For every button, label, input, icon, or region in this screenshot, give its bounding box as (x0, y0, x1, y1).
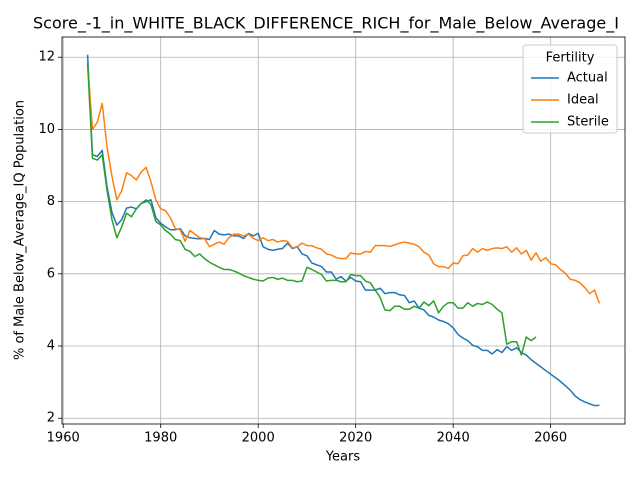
y-axis-label: % of Male Below_Average_IQ Population (13, 100, 28, 360)
y-tick-label: 2 (47, 411, 55, 426)
y-tick-label: 10 (38, 122, 55, 137)
x-tick-label: 2020 (339, 431, 372, 446)
legend: Fertility Actual Ideal Sterile (522, 44, 618, 134)
legend-box (522, 44, 618, 134)
y-tick-label: 8 (47, 194, 55, 209)
x-tick-label: 2060 (534, 431, 567, 446)
legend-label: Actual (567, 71, 608, 86)
y-tick-label: 12 (38, 50, 55, 65)
axes-frame (61, 36, 626, 425)
chart-title: Score_-1_in_WHITE_BLACK_DIFFERENCE_RICH_… (33, 14, 619, 34)
legend-title: Fertility (546, 51, 595, 66)
y-tick-label: 4 (47, 339, 55, 354)
series-line (86, 54, 600, 407)
x-tick-label: 2040 (437, 431, 470, 446)
x-tick-label: 2000 (242, 431, 275, 446)
series-line (86, 62, 537, 356)
x-axis-label: Years (325, 450, 361, 465)
series-line (86, 64, 601, 304)
legend-label: Sterile (567, 115, 609, 130)
x-tick-label: 1980 (144, 431, 177, 446)
y-tick-label: 6 (47, 266, 55, 281)
legend-label: Ideal (567, 93, 599, 108)
x-tick-label: 1960 (47, 431, 80, 446)
